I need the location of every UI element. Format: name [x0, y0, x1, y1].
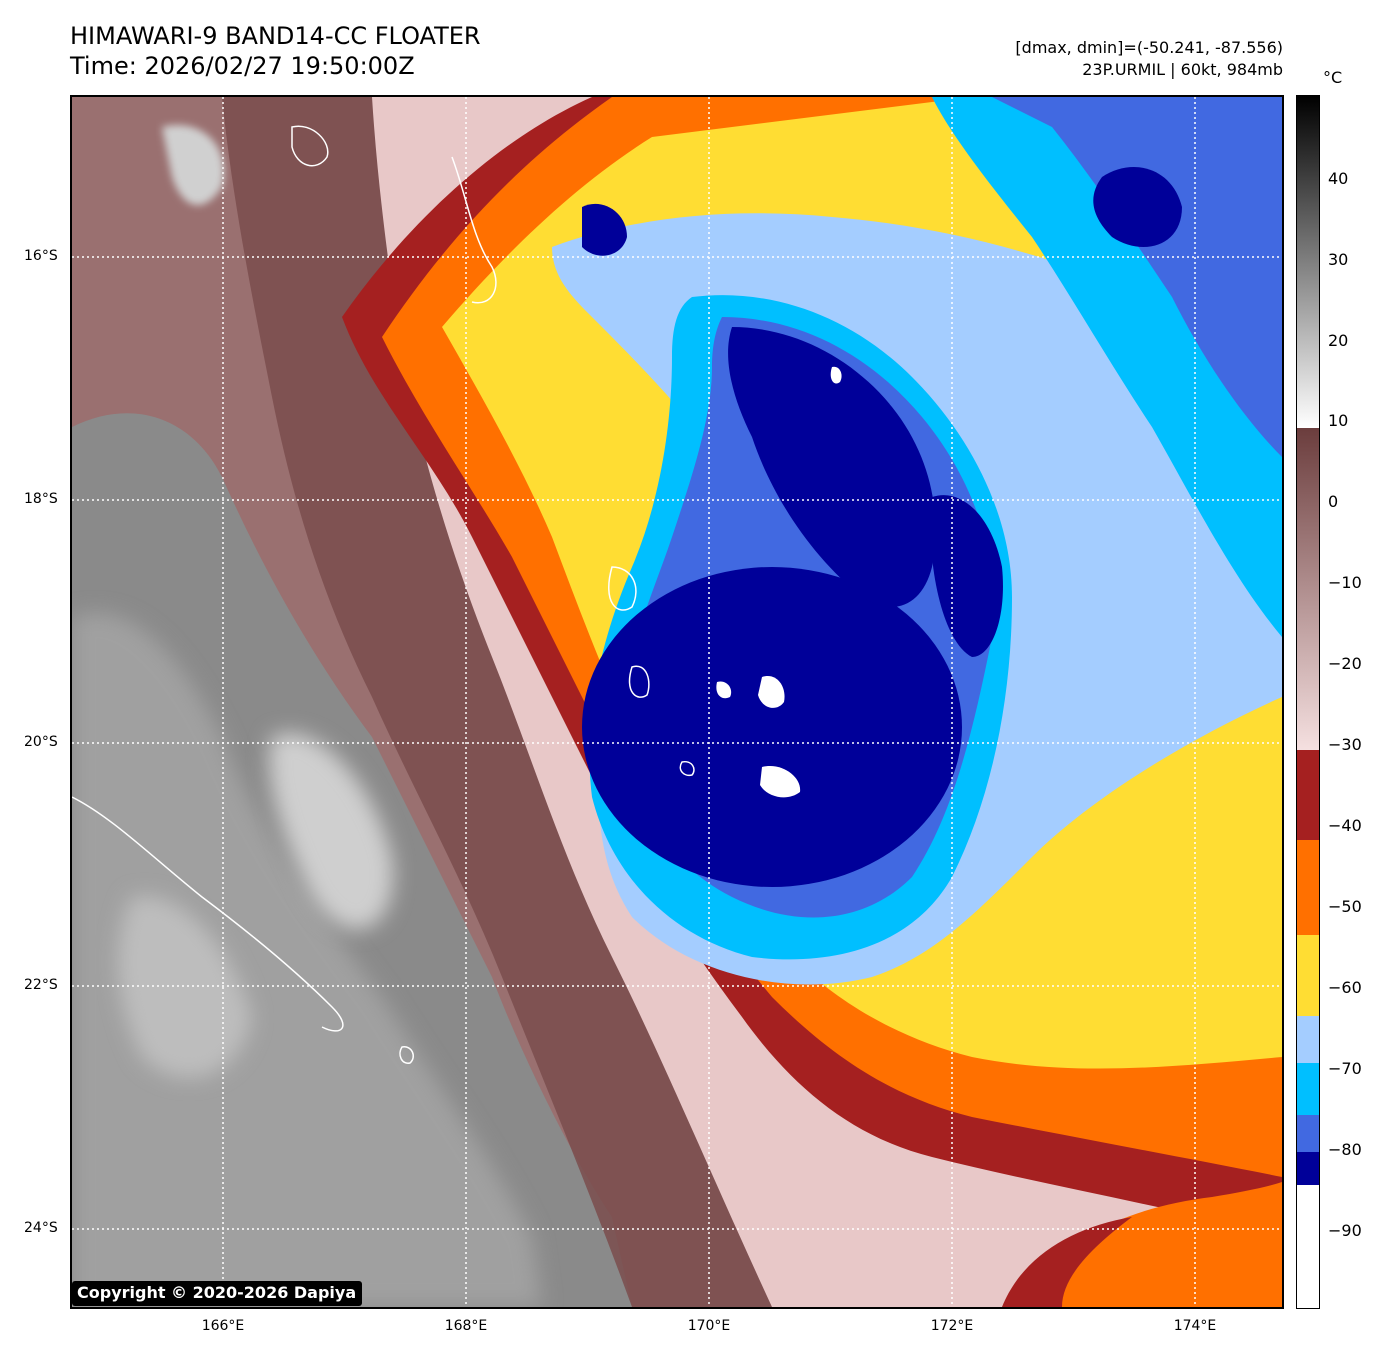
colorbar	[1296, 95, 1320, 1309]
colorbar-tick-label: −30	[1328, 735, 1362, 754]
coldest-cloud-top	[830, 366, 842, 384]
northern-deep-convection	[728, 327, 936, 607]
satellite-image-map	[70, 95, 1284, 1309]
central-dense-overcast	[582, 567, 962, 887]
colorbar-tick-label: 30	[1328, 250, 1349, 269]
colorbar-light-blue-segment	[1297, 1016, 1319, 1063]
colorbar-tick-label: 40	[1328, 169, 1349, 188]
satellite-image-svg	[72, 97, 1282, 1307]
northeast-deep-blue-spot	[1093, 167, 1182, 247]
northeast-royal-blue-region	[992, 97, 1282, 457]
southeast-orange-band	[1032, 1182, 1282, 1307]
coldest-cloud-top	[758, 676, 785, 708]
brown-band	[222, 97, 772, 1307]
colorbar-tick-label: −80	[1328, 1140, 1362, 1159]
coastlines	[72, 125, 695, 1064]
map-time: Time: 2026/02/27 19:50:00Z	[70, 52, 415, 80]
colorbar-tick-label: −70	[1328, 1059, 1362, 1078]
lon-label-168e: 168°E	[444, 1318, 488, 1334]
colorbar-tick-label: −10	[1328, 573, 1362, 592]
southeast-red-band	[1002, 1217, 1132, 1307]
colorbar-tick-label: −40	[1328, 816, 1362, 835]
low-cloud-region-west-bright	[72, 613, 542, 1307]
map-title: HIMAWARI-9 BAND14-CC FLOATER	[70, 22, 481, 50]
colorbar-tick-label: 0	[1328, 492, 1339, 511]
colorbar-tick-label: 10	[1328, 411, 1349, 430]
lat-label-18s: 18°S	[24, 491, 58, 507]
low-cloud-patch-center	[269, 733, 394, 930]
lon-label-174e: 174°E	[1173, 1318, 1217, 1334]
colorbar-tick-label: −50	[1328, 897, 1362, 916]
coldest-cloud-top	[716, 681, 732, 699]
colorbar-yellow-segment	[1297, 935, 1319, 1016]
colorbar-tick-label: −90	[1328, 1221, 1362, 1240]
lat-label-22s: 22°S	[24, 977, 58, 993]
low-cloud-patch-south	[118, 895, 252, 1078]
lat-label-24s: 24°S	[24, 1220, 58, 1236]
colorbar-orange-segment	[1297, 840, 1319, 935]
coldest-cloud-top	[760, 766, 801, 798]
colorbar-deep-blue-segment	[1297, 1152, 1319, 1185]
lon-label-172e: 172°E	[930, 1318, 974, 1334]
lon-label-166e: 166°E	[201, 1318, 245, 1334]
colorbar-royal-blue-segment	[1297, 1115, 1319, 1152]
colorbar-unit: °C	[1323, 68, 1343, 87]
lat-label-16s: 16°S	[24, 248, 58, 264]
colorbar-tick-label: 20	[1328, 331, 1349, 350]
low-cloud-patch-north	[162, 125, 224, 206]
colorbar-gray-segment	[1297, 96, 1319, 428]
data-range-label: [dmax, dmin]=(-50.241, -87.556)	[1015, 38, 1283, 57]
colorbar-tick-label: −20	[1328, 654, 1362, 673]
northwest-deep-convection	[582, 203, 627, 256]
copyright-badge: Copyright © 2020-2026 Dapiya	[72, 1281, 363, 1306]
colorbar-tick-label: −60	[1328, 978, 1362, 997]
lon-label-170e: 170°E	[687, 1318, 731, 1334]
colorbar-warm-segment	[1297, 428, 1319, 750]
colorbar-svg	[1297, 96, 1319, 1308]
storm-info-label: 23P.URMIL | 60kt, 984mb	[1082, 60, 1283, 79]
colorbar-dark-red-segment	[1297, 750, 1319, 840]
colorbar-white-segment	[1297, 1185, 1319, 1308]
colorbar-sky-blue-segment	[1297, 1063, 1319, 1115]
lat-lon-gridlines	[72, 97, 1282, 1307]
lat-label-20s: 20°S	[24, 734, 58, 750]
eastern-deep-convection	[932, 495, 1003, 657]
